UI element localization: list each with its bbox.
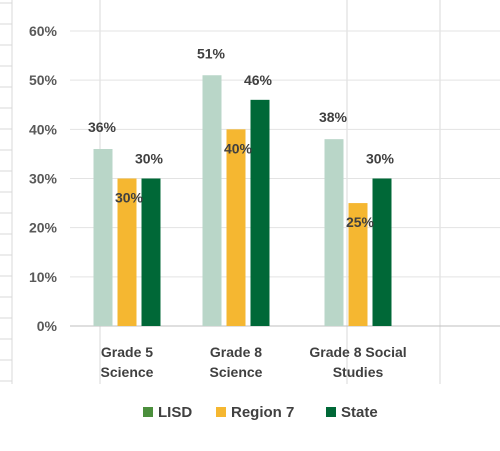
bar (226, 129, 246, 326)
category-label: Grade 5 (101, 344, 153, 360)
bar (372, 178, 392, 326)
data-label: 30% (366, 151, 395, 167)
data-label: 51% (197, 45, 226, 61)
y-tick-label: 40% (29, 121, 58, 137)
legend-label: Region 7 (231, 404, 294, 421)
data-label: 40% (224, 140, 253, 156)
bar (141, 178, 161, 326)
bar (93, 149, 113, 326)
y-tick-label: 50% (29, 72, 58, 88)
y-tick-label: 0% (37, 318, 58, 334)
data-label: 38% (319, 109, 348, 125)
y-tick-label: 60% (29, 23, 58, 39)
bar (348, 203, 368, 326)
bar (324, 139, 344, 326)
bar (117, 178, 137, 326)
data-label: 30% (135, 151, 164, 167)
legend-label: LISD (158, 404, 192, 421)
y-tick-label: 30% (29, 171, 58, 187)
bar (202, 75, 222, 326)
y-tick-label: 10% (29, 269, 58, 285)
category-label: Grade 8 Social (309, 344, 406, 360)
bar (250, 99, 270, 326)
category-label: Science (101, 364, 154, 380)
legend-label: State (341, 404, 378, 421)
data-label: 46% (244, 72, 273, 88)
data-label: 25% (346, 214, 375, 230)
category-label: Grade 8 (210, 344, 262, 360)
data-label: 36% (88, 119, 117, 135)
y-tick-label: 20% (29, 220, 58, 236)
legend-swatch (143, 407, 153, 417)
data-label: 30% (115, 190, 144, 206)
category-label: Studies (333, 364, 384, 380)
category-label: Science (210, 364, 263, 380)
legend-swatch (216, 407, 226, 417)
legend-swatch (326, 407, 336, 417)
